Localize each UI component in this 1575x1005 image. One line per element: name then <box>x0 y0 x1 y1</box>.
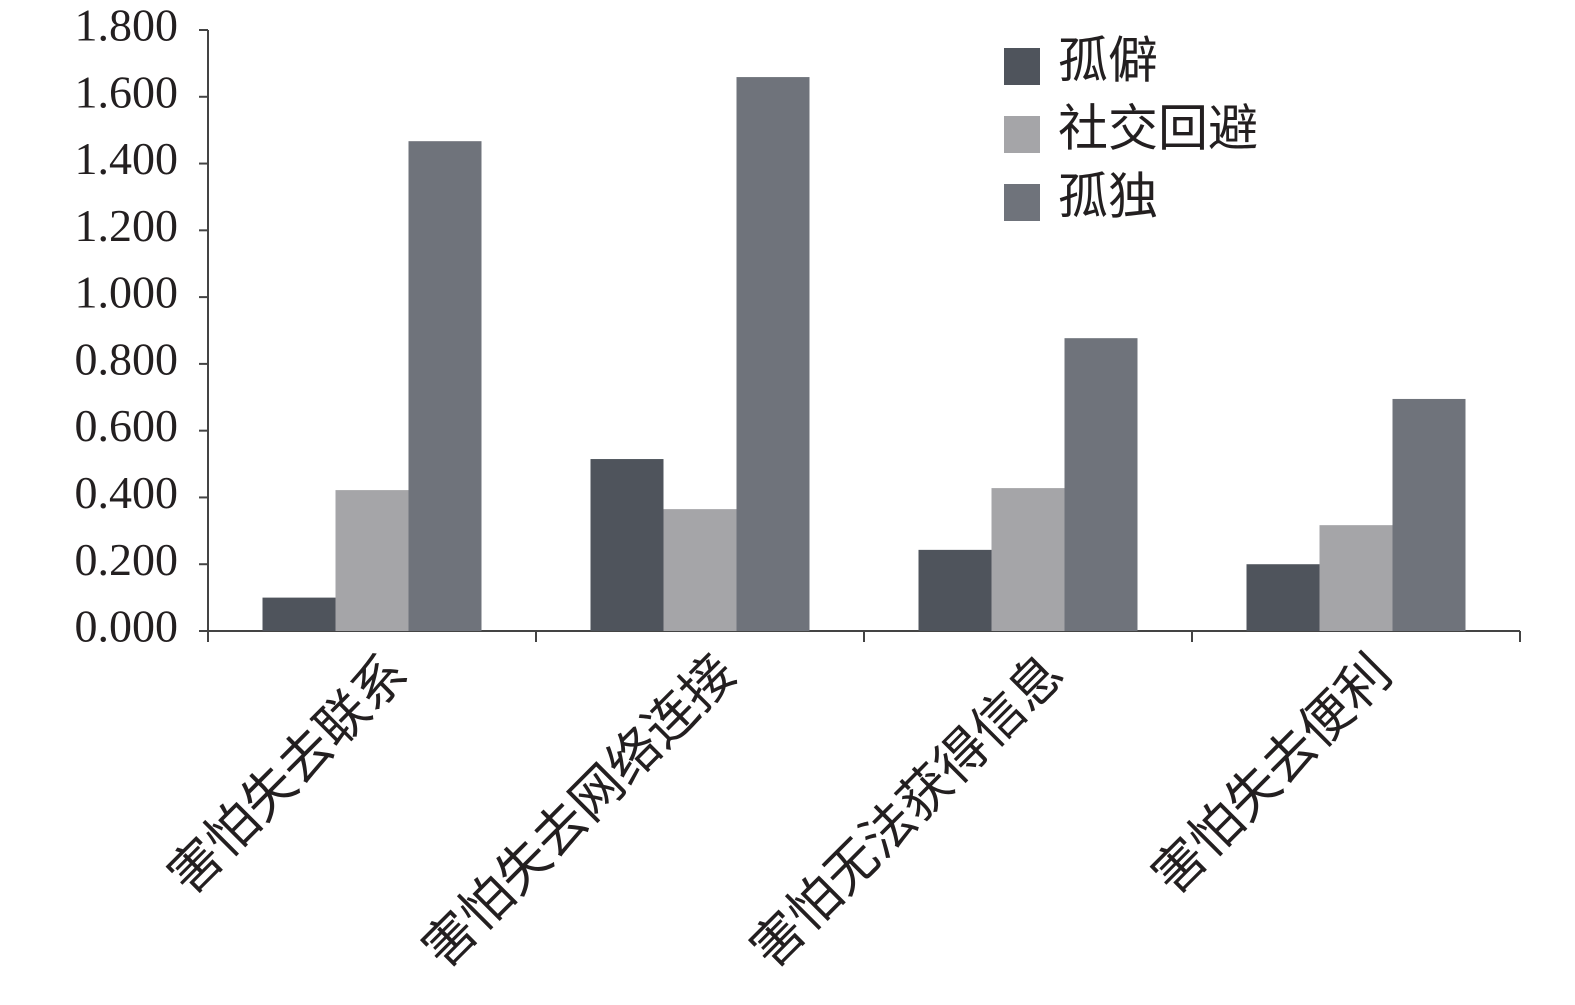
legend-swatch <box>1004 184 1040 221</box>
bar <box>408 141 482 631</box>
legend-label: 社交回避 <box>1058 100 1258 156</box>
y-tick-label: 1.200 <box>75 200 179 251</box>
y-tick-label: 1.000 <box>75 267 179 318</box>
legend-label: 孤独 <box>1058 168 1158 224</box>
bar <box>918 549 992 631</box>
bar <box>736 77 810 632</box>
y-tick-label: 0.000 <box>75 601 179 652</box>
legend-swatch <box>1004 116 1040 153</box>
bar <box>1064 338 1138 631</box>
y-tick-label: 1.800 <box>75 0 179 51</box>
x-tick-label: 害怕无法获得信息 <box>740 645 1074 979</box>
y-tick-label: 0.200 <box>75 534 179 585</box>
y-tick-label: 0.800 <box>75 333 179 384</box>
x-tick-label: 害怕失去便利 <box>1142 645 1403 906</box>
y-tick-label: 0.600 <box>75 400 179 451</box>
x-tick-label: 害怕失去网络连接 <box>412 645 746 979</box>
y-tick-label: 0.400 <box>75 467 179 518</box>
legend-swatch <box>1004 48 1040 85</box>
bar <box>262 597 336 631</box>
bar <box>1392 398 1466 631</box>
bar <box>590 459 664 631</box>
bar <box>991 488 1065 631</box>
bar <box>1246 564 1320 631</box>
x-tick-label: 害怕失去联系 <box>158 645 419 906</box>
legend-label: 孤僻 <box>1058 32 1158 88</box>
y-tick-label: 1.400 <box>75 133 179 184</box>
bar <box>663 509 737 631</box>
y-tick-label: 1.600 <box>75 66 179 117</box>
bar <box>1319 525 1393 631</box>
bar <box>335 490 409 631</box>
